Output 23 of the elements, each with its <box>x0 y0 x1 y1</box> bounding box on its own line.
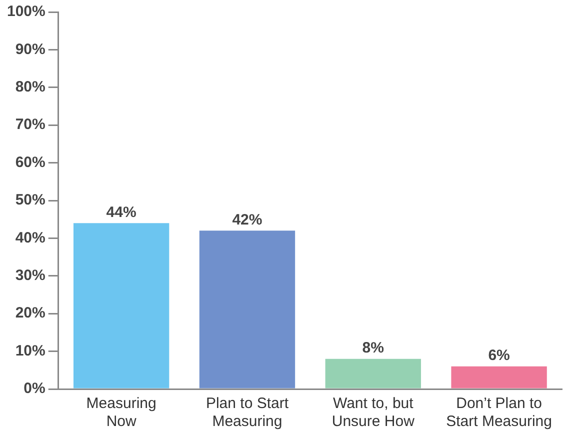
x-tick-label: Don’t Plan to Start Measuring <box>446 395 552 430</box>
y-tick-label: 10% <box>15 342 46 360</box>
data-label: 44% <box>106 204 136 221</box>
y-tick-label: 60% <box>15 154 46 171</box>
y-tick-label: 30% <box>15 267 46 284</box>
y-tick-label: 90% <box>15 40 46 58</box>
data-label: 42% <box>232 211 262 228</box>
y-tick-label: 80% <box>15 78 46 96</box>
x-tick-label: Want to, but Unsure How <box>332 395 415 430</box>
bar <box>199 230 296 388</box>
x-tick-label: Plan to Start Measuring <box>206 395 290 430</box>
bar <box>325 358 421 388</box>
y-tick-label: 40% <box>15 229 46 246</box>
y-tick-label: 100% <box>6 3 46 20</box>
y-tick-label: 0% <box>24 380 46 398</box>
y-tick-label: 20% <box>15 304 46 322</box>
y-tick-label: 70% <box>15 116 46 134</box>
bar <box>451 366 547 388</box>
bar <box>73 223 170 388</box>
y-tick-label: 50% <box>15 192 46 209</box>
data-label: 6% <box>488 347 510 364</box>
x-tick-label: Measuring Now <box>86 395 156 430</box>
data-label: 8% <box>362 339 384 356</box>
